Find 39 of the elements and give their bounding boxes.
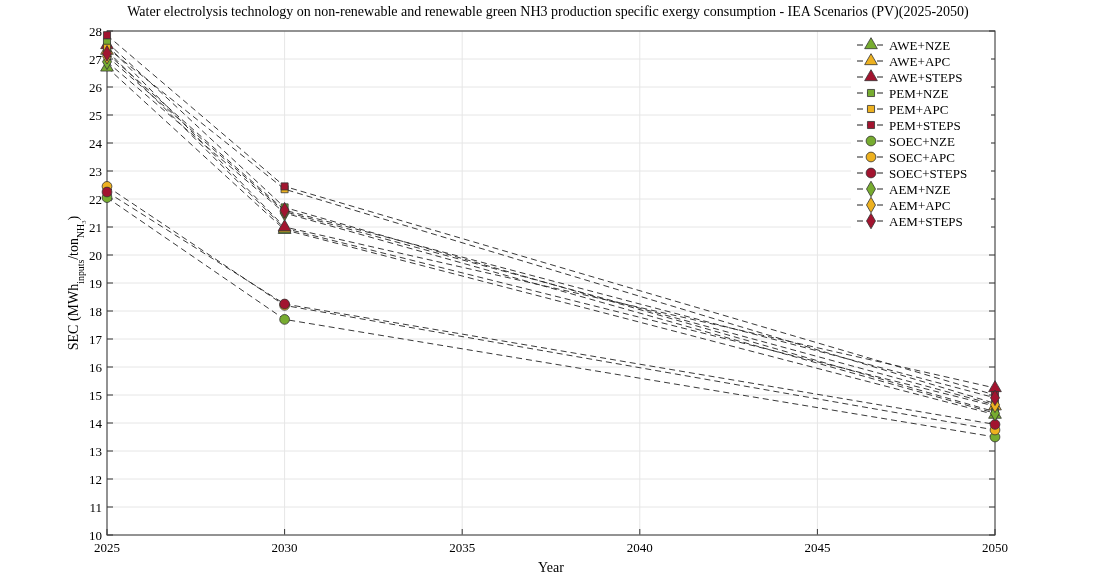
x-tick-label: 2025 (94, 540, 120, 555)
y-tick-label: 19 (89, 275, 102, 291)
chart-title: Water electrolysis technology on non-renewable and renewable green NH3 production specific exergy consumption - IEA Scenarios (PV)(2025-2050) (127, 4, 970, 20)
y-tick-label: 12 (89, 471, 102, 487)
y-tick-label: 23 (89, 163, 102, 179)
legend-label: AEM+APC (889, 197, 951, 213)
legend-label: SOEC+NZE (889, 133, 955, 149)
y-tick-label: 22 (89, 191, 102, 207)
y-tick-label: 15 (89, 387, 102, 403)
legend-label: AWE+NZE (889, 37, 951, 53)
y-tick-label: 24 (89, 135, 103, 151)
x-tick-label: 2040 (626, 540, 653, 555)
legend-label: SOEC+STEPS (889, 165, 968, 181)
y-tick-label: 11 (89, 499, 102, 515)
legend-label: AEM+STEPS (889, 213, 963, 229)
y-tick-label: 28 (89, 23, 102, 39)
y-tick-label: 14 (89, 415, 103, 431)
y-tick-label: 13 (89, 443, 102, 459)
y-tick-label: 25 (89, 107, 102, 123)
x-tick-label: 2030 (271, 540, 298, 555)
legend-label: AWE+STEPS (889, 69, 963, 85)
x-tick-label: 2035 (449, 540, 476, 555)
y-tick-label: 17 (89, 331, 103, 347)
y-tick-label: 18 (89, 303, 102, 319)
legend-label: PEM+APC (889, 101, 949, 117)
legend-label: AWE+APC (889, 53, 951, 69)
x-tick-label: 2045 (804, 540, 831, 555)
legend-label: SOEC+APC (889, 149, 955, 165)
y-tick-label: 16 (89, 359, 103, 375)
legend-label: PEM+NZE (889, 85, 949, 101)
x-axis-title: Year (538, 560, 565, 575)
x-tick-label: 2050 (982, 540, 1008, 555)
y-tick-label: 10 (89, 527, 102, 543)
y-tick-label: 20 (89, 247, 102, 263)
y-tick-label: 21 (89, 219, 102, 235)
y-tick-label: 26 (89, 79, 103, 95)
legend-label: PEM+STEPS (889, 117, 961, 133)
legend-label: AEM+NZE (889, 181, 951, 197)
y-tick-label: 27 (89, 51, 103, 67)
